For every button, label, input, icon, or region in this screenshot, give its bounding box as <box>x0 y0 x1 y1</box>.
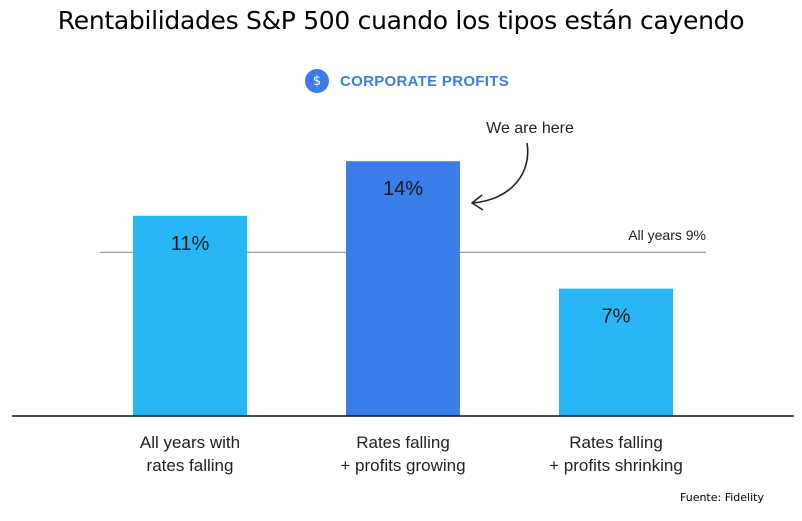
category-label: Rates falling + profits shrinking <box>516 431 716 477</box>
bar <box>133 215 247 416</box>
annotation-arrowhead <box>471 194 484 211</box>
dollar-icon: $ <box>305 69 329 93</box>
category-label-line: All years with <box>139 433 241 452</box>
bar <box>346 161 460 416</box>
category-label-line: rates falling <box>146 456 234 475</box>
chart-title: Rentabilidades S&P 500 cuando los tipos … <box>57 6 745 35</box>
bar-value-label: 11% <box>171 233 210 255</box>
category-label-line: Rates falling <box>356 433 450 452</box>
bar-value-label: 14% <box>383 178 423 200</box>
category-label-line: + profits shrinking <box>549 456 683 475</box>
category-label-line: + profits growing <box>340 456 466 475</box>
annotation-arrow <box>471 142 529 204</box>
reference-line-label: All years 9% <box>628 227 706 243</box>
source-note: Fuente: Fidelity <box>680 491 764 504</box>
category-label: Rates falling + profits growing <box>303 431 503 477</box>
category-label-line: Rates falling <box>569 433 663 452</box>
bar <box>559 288 673 416</box>
section-label: CORPORATE PROFITS <box>340 72 509 90</box>
category-label: All years with rates falling <box>90 431 290 477</box>
bar-value-label: 7% <box>602 306 631 328</box>
section-header: $ CORPORATE PROFITS <box>305 68 509 94</box>
annotation-text: We are here <box>486 120 574 137</box>
